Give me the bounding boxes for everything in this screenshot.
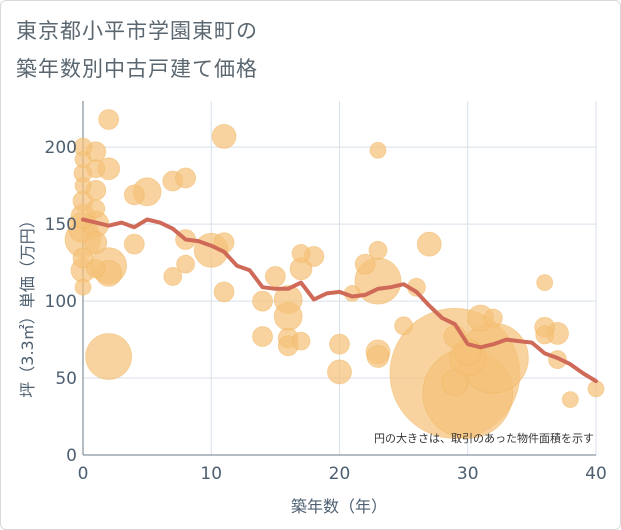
data-bubble [369,141,387,159]
data-bubble [366,345,390,368]
data-bubble [441,369,469,397]
x-tick-label: 30 [457,464,479,484]
y-tick-label: 200 [45,138,77,158]
data-bubble [536,274,554,292]
x-tick-label: 40 [585,464,607,484]
data-bubble [213,281,235,303]
data-bubble [86,199,106,219]
chart-title-line-1: 東京都小平市学園東町の [16,19,258,43]
trend-line [81,217,598,384]
chart-title-line-2: 築年数別中古戸建て価格 [16,57,258,81]
bubble-size-note: 円の大きさは、取引のあった物件面積を示す [374,431,594,445]
tick-labels: 0 50 100 150 200 0 10 20 30 40 [45,138,607,484]
data-bubble [291,243,311,263]
data-bubble [72,247,94,269]
data-bubble [98,109,120,130]
data-bubble [273,302,303,331]
data-bubble [123,233,145,255]
x-tick-label: 20 [329,464,351,484]
data-bubble [163,267,183,286]
data-bubble [354,253,376,275]
y-tick-label: 150 [45,215,77,235]
data-bubble [84,231,108,255]
data-bubble [368,240,388,260]
data-bubble [74,278,92,296]
y-tick-label: 0 [66,446,77,466]
data-bubble [252,326,273,347]
grid-lines [83,101,597,455]
data-bubble [561,391,579,408]
data-bubble [252,290,273,312]
data-bubble [86,159,106,179]
data-bubble [74,151,92,168]
y-tick-label: 50 [55,369,77,389]
data-bubble [74,177,92,195]
data-bubble [587,380,605,398]
data-bubble [483,308,503,328]
data-bubble [535,325,555,345]
chart-title: 東京都小平市学園東町の 築年数別中古戸建て価格 [16,12,258,88]
data-bubble [264,266,286,287]
y-axis-label: 坪（3.3㎡）単価（万円） [18,212,37,397]
data-bubble [86,259,106,279]
data-bubble [329,333,350,355]
data-bubble [123,184,145,206]
data-bubble [85,333,133,380]
data-bubble [211,123,237,149]
data-bubble [416,231,442,257]
x-tick-label: 10 [200,464,222,484]
bubble-series [64,109,605,439]
x-axis-label: 築年数（年） [291,497,387,516]
data-bubble [291,331,311,351]
data-bubble [394,316,414,336]
data-bubble [175,167,197,189]
data-bubble [176,254,196,274]
x-tick-label: 0 [78,464,89,484]
trend-line-series [81,217,598,384]
y-tick-label: 100 [45,292,77,312]
data-bubble [327,359,352,385]
